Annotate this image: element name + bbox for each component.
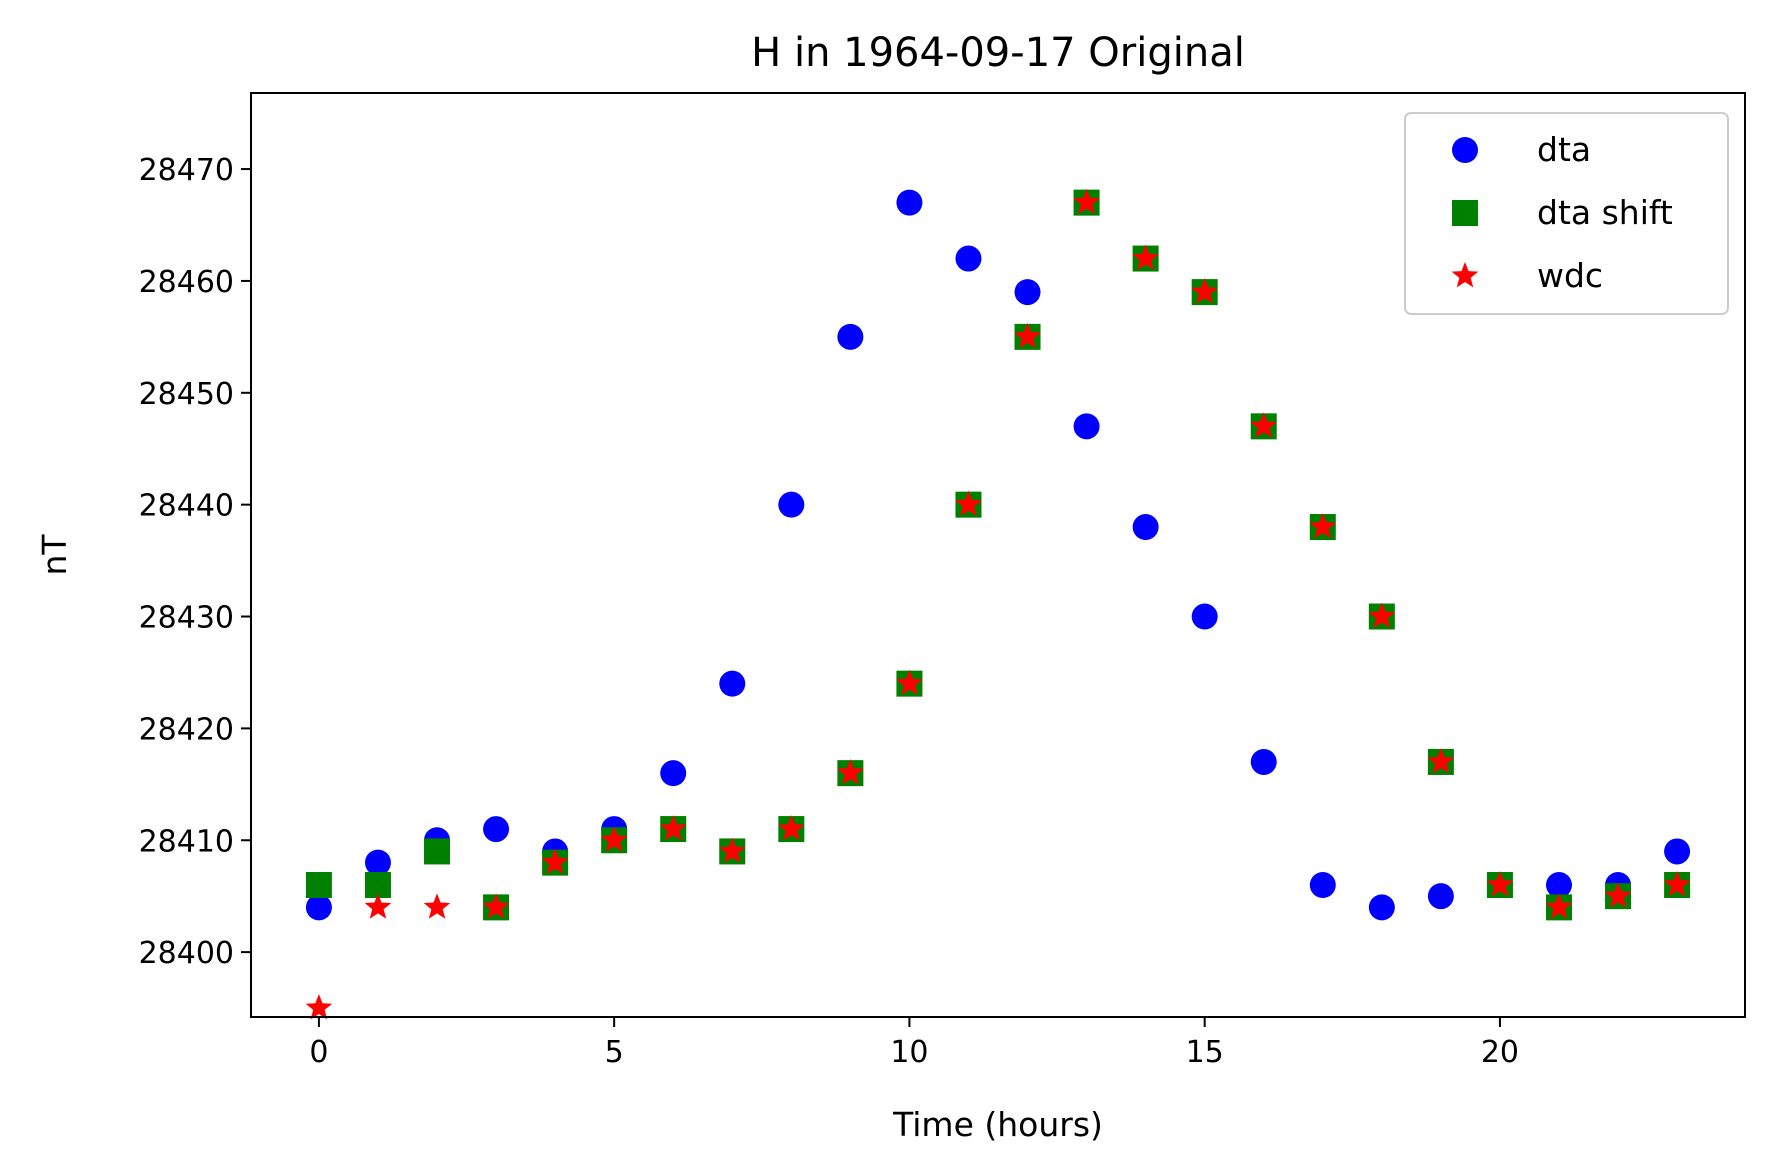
data-point — [1191, 278, 1218, 304]
data-point — [1486, 871, 1514, 897]
data-point — [1014, 279, 1041, 306]
plot-frame — [250, 92, 1746, 1018]
y-tick-label: 28450 — [139, 377, 234, 412]
data-point — [778, 815, 805, 841]
data-point — [364, 893, 392, 919]
y-tick-label: 28420 — [139, 712, 234, 747]
data-point — [541, 848, 569, 874]
y-axis-label: nT — [35, 534, 74, 576]
x-tick-label: 15 — [1186, 1035, 1224, 1070]
data-point — [1073, 413, 1100, 440]
x-tick-label: 0 — [309, 1035, 328, 1070]
data-point — [482, 893, 510, 919]
data-point — [600, 826, 628, 852]
data-point — [424, 838, 451, 865]
data-point — [837, 759, 864, 785]
x-axis-label: Time (hours) — [892, 1105, 1103, 1144]
data-point — [483, 816, 510, 843]
x-tick-label: 5 — [605, 1035, 624, 1070]
x-tick-label: 20 — [1481, 1035, 1519, 1070]
data-point — [896, 189, 923, 216]
data-point — [1309, 872, 1336, 898]
data-point — [1427, 883, 1454, 910]
chart-title: H in 1964-09-17 Original — [751, 30, 1245, 76]
y-axis: 28400 28410 28420 28430 28440 28450 28460 28470 — [139, 153, 251, 971]
data-point — [660, 760, 687, 787]
data-point — [1073, 188, 1100, 214]
legend-marker — [1452, 137, 1478, 163]
data-point — [955, 490, 982, 516]
y-tick-label: 28400 — [139, 936, 234, 971]
data-point — [1250, 412, 1278, 438]
data-point — [778, 491, 805, 518]
data-point — [1545, 872, 1572, 898]
data-point — [837, 323, 864, 350]
x-axis: 0 5 10 15 20 — [309, 1017, 1519, 1070]
data-point — [1132, 514, 1159, 541]
legend-label: dta — [1537, 130, 1591, 169]
data-point — [896, 669, 923, 695]
legend: dta dta shift wdc — [1404, 112, 1729, 315]
plot-points — [305, 188, 1691, 1020]
data-point — [1604, 882, 1632, 908]
legend-marker — [1452, 200, 1478, 226]
data-point — [1368, 894, 1395, 921]
data-point — [1368, 602, 1396, 628]
data-point — [1250, 748, 1277, 775]
data-point — [305, 894, 332, 921]
data-point — [719, 670, 746, 697]
legend-marker — [1451, 262, 1479, 288]
data-point — [718, 837, 746, 863]
data-point — [423, 893, 451, 919]
data-point — [305, 994, 333, 1020]
legend-label: wdc — [1537, 256, 1603, 295]
y-tick-label: 28460 — [139, 265, 234, 300]
y-tick-label: 28410 — [139, 824, 234, 859]
data-point — [1309, 513, 1337, 539]
x-tick-label: 10 — [890, 1035, 928, 1070]
data-point — [305, 872, 332, 898]
data-point — [659, 815, 687, 841]
y-tick-label: 28470 — [139, 153, 234, 188]
data-point — [1545, 893, 1573, 919]
series-wdc — [305, 188, 1691, 1020]
data-point — [1132, 244, 1159, 270]
legend-box — [1404, 112, 1729, 315]
data-point — [1427, 747, 1455, 774]
legend-label: dta shift — [1537, 193, 1673, 232]
data-point — [1191, 603, 1218, 630]
data-point — [1014, 322, 1041, 349]
y-tick-label: 28430 — [139, 601, 234, 636]
data-point — [1663, 871, 1691, 897]
data-point — [1664, 838, 1691, 865]
data-point — [364, 849, 391, 876]
y-tick-label: 28440 — [139, 489, 234, 524]
data-point — [955, 245, 982, 272]
